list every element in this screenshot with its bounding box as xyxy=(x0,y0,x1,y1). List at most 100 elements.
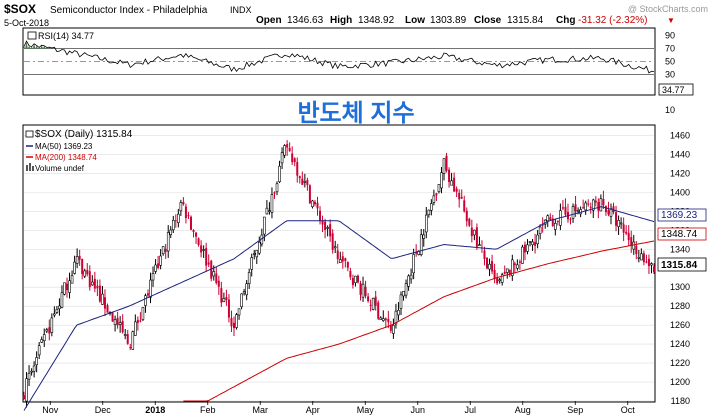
price-bar-body xyxy=(275,183,279,193)
price-bar-body xyxy=(503,271,506,274)
price-bar-body xyxy=(465,210,468,222)
price-bar-body xyxy=(237,308,241,316)
price-tick-label: 1440 xyxy=(670,149,690,159)
price-bar-body xyxy=(650,263,653,266)
price-bar-body xyxy=(602,198,605,206)
price-bar-body xyxy=(247,272,251,284)
price-tick-label: 1180 xyxy=(671,396,690,406)
price-bar-body xyxy=(230,317,233,327)
price-bar-body xyxy=(412,254,415,274)
price-bar-body xyxy=(394,310,398,325)
price-bar-body xyxy=(526,244,529,252)
price-bar-body xyxy=(313,201,316,205)
price-bar-body xyxy=(106,305,109,313)
price-bar-body xyxy=(582,207,585,209)
rsi-tick-label: 50 xyxy=(665,57,675,67)
ma50-value-tag xyxy=(657,208,707,222)
rsi-tick-label: 10 xyxy=(665,105,675,115)
price-bar-body xyxy=(344,258,347,261)
price-bar-body xyxy=(278,165,281,183)
price-bar-body xyxy=(571,206,575,219)
price-bar-body xyxy=(197,238,200,245)
price-bar-body xyxy=(584,202,587,211)
down-arrow-icon: ▼ xyxy=(667,16,675,25)
price-bar-body xyxy=(319,210,322,222)
price-bar-body xyxy=(622,224,625,233)
price-bar-body xyxy=(268,210,271,212)
x-tick-label: Dec xyxy=(95,405,112,415)
price-bar-body xyxy=(270,194,274,213)
price-bar-body xyxy=(78,255,81,260)
price-bar-body xyxy=(169,229,173,236)
price-bar-body xyxy=(37,345,41,356)
price-bar-body xyxy=(240,293,243,307)
price-bar-body xyxy=(42,334,46,342)
price-bar-body xyxy=(210,260,213,279)
price-bar-body xyxy=(321,220,324,225)
price-bar-body xyxy=(212,271,216,277)
price-bar-body xyxy=(442,158,446,174)
price-tick-label: 1200 xyxy=(670,377,690,387)
price-value-label: 1315.84 xyxy=(661,260,698,271)
price-bar-body xyxy=(184,206,187,219)
price-bar-body xyxy=(306,180,309,186)
price-bar-body xyxy=(283,145,286,156)
quote-low-value: 1303.89 xyxy=(430,15,467,26)
quote-high-label: High xyxy=(330,15,352,26)
rsi-value-tag xyxy=(658,83,694,96)
price-bar-body xyxy=(430,203,433,211)
price-bar-body xyxy=(189,216,192,230)
price-bar-body xyxy=(468,218,471,226)
price-bar-body xyxy=(32,365,36,372)
price-bar-body xyxy=(513,263,516,266)
price-bar-body xyxy=(448,169,451,183)
price-bar-body xyxy=(159,255,162,266)
x-tick-label: Jun xyxy=(410,405,425,415)
price-bar-body xyxy=(538,226,542,234)
price-bar-body xyxy=(121,321,124,333)
price-bar-body xyxy=(205,248,208,266)
quote-chg-value: -31.32 (-2.32%) xyxy=(578,15,647,26)
price-bar-body xyxy=(296,162,299,176)
ma200-legend: MA(200) 1348.74 xyxy=(35,153,97,162)
price-bar-body xyxy=(81,258,84,275)
ma50-value-label: 1369.23 xyxy=(661,210,698,221)
price-bar-body xyxy=(422,234,426,239)
price-bar-body xyxy=(637,257,641,259)
price-bar-body xyxy=(516,264,519,269)
price-bar-body xyxy=(250,257,254,270)
price-bar-body xyxy=(291,153,294,163)
price-bar-body xyxy=(435,193,438,196)
price-bar-body xyxy=(470,227,473,237)
price-legend-icon xyxy=(25,130,34,138)
ma200-value-tag xyxy=(657,227,707,241)
price-tick-label: 1260 xyxy=(670,320,690,330)
price-bar-body xyxy=(50,317,54,333)
price-bar-body xyxy=(192,230,195,232)
price-bar-body xyxy=(604,206,607,213)
price-bar-body xyxy=(463,200,466,212)
price-bar-body xyxy=(409,274,413,280)
price-bar-body xyxy=(475,227,478,247)
price-bar-body xyxy=(531,241,534,246)
price-value-tag xyxy=(657,257,707,272)
watermark: @ StockCharts.com xyxy=(628,4,708,14)
price-bar-body xyxy=(126,334,129,344)
price-bar-body xyxy=(458,192,461,200)
price-bar-body xyxy=(215,273,218,284)
price-bar-body xyxy=(607,210,610,215)
price-bar-body xyxy=(627,232,630,241)
price-bar-body xyxy=(437,184,441,192)
price-bar-body xyxy=(500,274,504,283)
price-bar-body xyxy=(364,286,367,296)
price-bar-body xyxy=(233,322,235,329)
price-bar-body xyxy=(645,261,648,263)
rsi-tick-label: 30 xyxy=(665,70,675,80)
price-bar-body xyxy=(424,214,428,233)
price-bar-body xyxy=(217,280,220,287)
price-bar-body xyxy=(252,253,256,255)
price-bar-body xyxy=(392,325,395,334)
price-bar-body xyxy=(367,296,370,302)
price-bar-body xyxy=(134,321,137,336)
ma50-legend: MA(50) 1369.23 xyxy=(35,142,93,151)
